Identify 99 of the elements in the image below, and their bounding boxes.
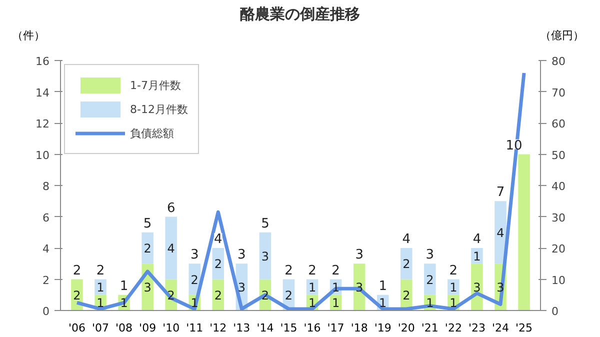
line-series [75,71,526,310]
data-label: 2 [190,272,198,287]
bar [518,154,530,310]
x-tick-label: '13 [233,322,250,334]
x-tick-label: '16 [304,322,321,334]
chart-title: 酪農業の倒産推移 [239,4,361,25]
y-tick-label: 10 [36,148,50,162]
data-label: 1 [379,296,387,310]
x-tick-label: '07 [92,322,110,334]
y-tick-label: 6 [42,211,50,224]
y2-tick-label: 30 [552,211,566,224]
bar [400,248,412,280]
data-label: 1 [120,296,128,310]
data-label: 3 [496,280,504,295]
total-label: 3 [190,248,199,263]
data-label: 3 [261,249,270,264]
data-label: 1 [96,296,104,310]
legend-label: 1-7月件数 [130,78,181,92]
data-label: 2 [402,288,410,302]
data-label: 1 [308,280,316,295]
x-tick-label: '10 [162,322,180,334]
data-label: 1 [426,296,434,310]
total-label: 2 [332,263,340,278]
total-label: 4 [402,232,411,247]
data-label: 2 [214,288,222,302]
y-tick-label: 2 [42,274,50,287]
y-tick-label: 12 [36,118,50,130]
x-tick-label: '19 [374,322,392,334]
total-label: 2 [72,263,82,278]
x-tick-label: '18 [350,322,368,334]
total-label: 1 [378,278,387,294]
y-tick-label: 4 [42,242,50,256]
legend-label: 負債総額 [130,126,174,140]
x-tick-label: '06 [68,322,86,334]
total-label: 3 [426,248,434,263]
data-label: 1 [450,296,458,310]
y2-tick-label: 70 [552,86,566,100]
bar [259,232,272,280]
bar [165,216,177,280]
data-label: 2 [214,257,222,272]
y2-tick-label: 80 [552,55,566,68]
data-label: 1 [308,296,316,310]
y-axis-title: （件） [12,28,45,44]
y2-tick-label: 40 [552,180,566,193]
data-label: 2 [426,272,434,287]
x-tick-label: '24 [492,322,510,334]
total-label: 10 [506,138,522,154]
x-tick-label: '21 [421,322,438,334]
x-tick-label: '11 [186,322,204,334]
total-label: 3 [238,248,246,263]
x-tick-label: '22 [444,322,462,334]
total-label: 1 [120,278,128,294]
x-tick-label: '15 [280,322,298,334]
bar [142,232,154,264]
y-tick-label: 8 [42,180,50,193]
x-tick-label: '25 [516,322,533,334]
total-label: 2 [284,263,293,278]
y2-tick-label: 60 [552,118,566,130]
legend-label: 8-12月件数 [130,102,188,116]
y2-axis-title: （億円） [540,28,584,44]
y2-tick-label: 0 [552,305,558,318]
y-tick-label: 0 [42,305,50,318]
x-tick-label: '23 [468,322,486,334]
total-label: 7 [496,185,505,200]
data-label: 1 [332,296,340,310]
total-label: 2 [449,263,458,278]
total-label: 3 [355,248,364,263]
total-label: 2 [308,263,316,278]
data-label: 2 [402,257,410,272]
x-tick-label: '14 [256,322,274,334]
data-label: 4 [167,242,175,256]
data-label: 3 [144,280,152,295]
data-label: 4 [496,226,504,240]
data-label: 1 [450,280,458,295]
x-tick-label: '20 [398,322,415,334]
data-label: 3 [238,280,246,295]
bar [424,264,436,295]
data-label: 2 [73,288,81,302]
data-label: 2 [144,242,152,256]
total-label: 4 [214,232,222,247]
x-tick-label: '09 [139,322,156,334]
total-label: 4 [472,232,482,247]
total-label: 5 [143,216,152,232]
total-label: 5 [261,216,270,232]
x-tick-label: '12 [210,322,227,334]
data-label: 3 [473,280,481,295]
total-label: 2 [96,263,105,278]
x-tick-label: '17 [327,322,344,334]
bar [212,248,224,280]
y2-tick-label: 50 [552,148,566,162]
y2-tick-label: 10 [552,274,566,287]
data-label: 1 [473,249,481,264]
data-label: 2 [284,288,293,302]
y-tick-label: 16 [36,55,50,68]
y2-tick-label: 20 [552,242,566,256]
x-tick-label: '08 [116,322,133,334]
total-label: 6 [166,200,176,216]
y-tick-label: 14 [36,86,50,100]
data-label: 1 [96,280,104,295]
